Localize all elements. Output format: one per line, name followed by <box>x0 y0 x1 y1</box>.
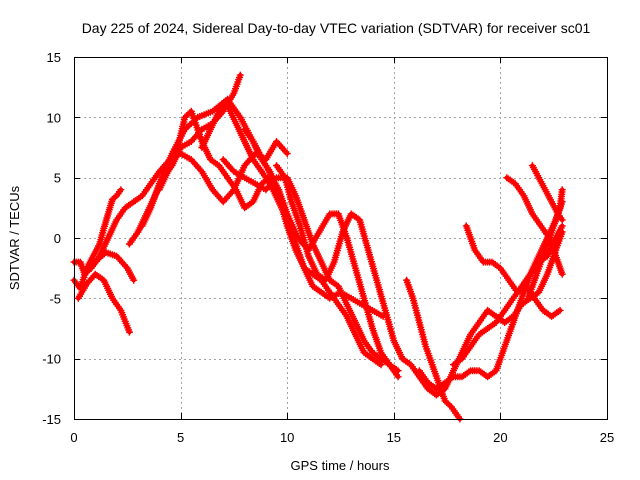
y-tick-label: -15 <box>42 412 61 427</box>
data-point <box>283 150 291 158</box>
data-point <box>192 115 200 123</box>
tick-layer: 0 5 10 15 20 25 -15 -10 -5 0 5 10 15 <box>42 50 614 445</box>
series-trace-2 <box>74 270 133 336</box>
chart-title: Day 225 of 2024, Sidereal Day-to-day VTE… <box>82 20 591 36</box>
y-tick-label: 0 <box>54 231 61 246</box>
data-point <box>125 328 133 336</box>
data-point <box>236 71 244 79</box>
data-point <box>558 222 566 230</box>
x-axis-label: GPS time / hours <box>291 458 390 473</box>
x-tick-label: 10 <box>280 430 294 445</box>
data-point <box>377 361 385 369</box>
series-trace-19 <box>524 186 566 302</box>
series-trace-1 <box>70 186 125 293</box>
data-point <box>556 306 564 314</box>
series-trace-10 <box>241 125 385 369</box>
x-tick-label: 0 <box>70 430 77 445</box>
x-tick-label: 20 <box>493 430 507 445</box>
series-layer <box>70 71 566 423</box>
data-point <box>558 186 566 194</box>
data-point <box>558 270 566 278</box>
y-tick-label: 5 <box>54 171 61 186</box>
y-axis-label: SDTVAR / TECUs <box>7 185 22 290</box>
data-point <box>130 276 138 284</box>
y-tick-label: 10 <box>47 110 61 125</box>
series-trace-16 <box>462 222 564 320</box>
data-point <box>189 118 197 126</box>
data-point <box>187 119 195 127</box>
data-point <box>394 373 402 381</box>
series-trace-17 <box>503 174 566 278</box>
y-tick-label: -10 <box>42 352 61 367</box>
x-tick-label: 25 <box>600 430 614 445</box>
x-tick-label: 15 <box>387 430 401 445</box>
data-point <box>558 216 566 224</box>
plot-frame <box>74 57 608 420</box>
data-point <box>117 186 125 194</box>
y-tick-label: 15 <box>47 50 61 65</box>
x-tick-label: 5 <box>177 430 184 445</box>
y-tick-label: -5 <box>49 291 61 306</box>
